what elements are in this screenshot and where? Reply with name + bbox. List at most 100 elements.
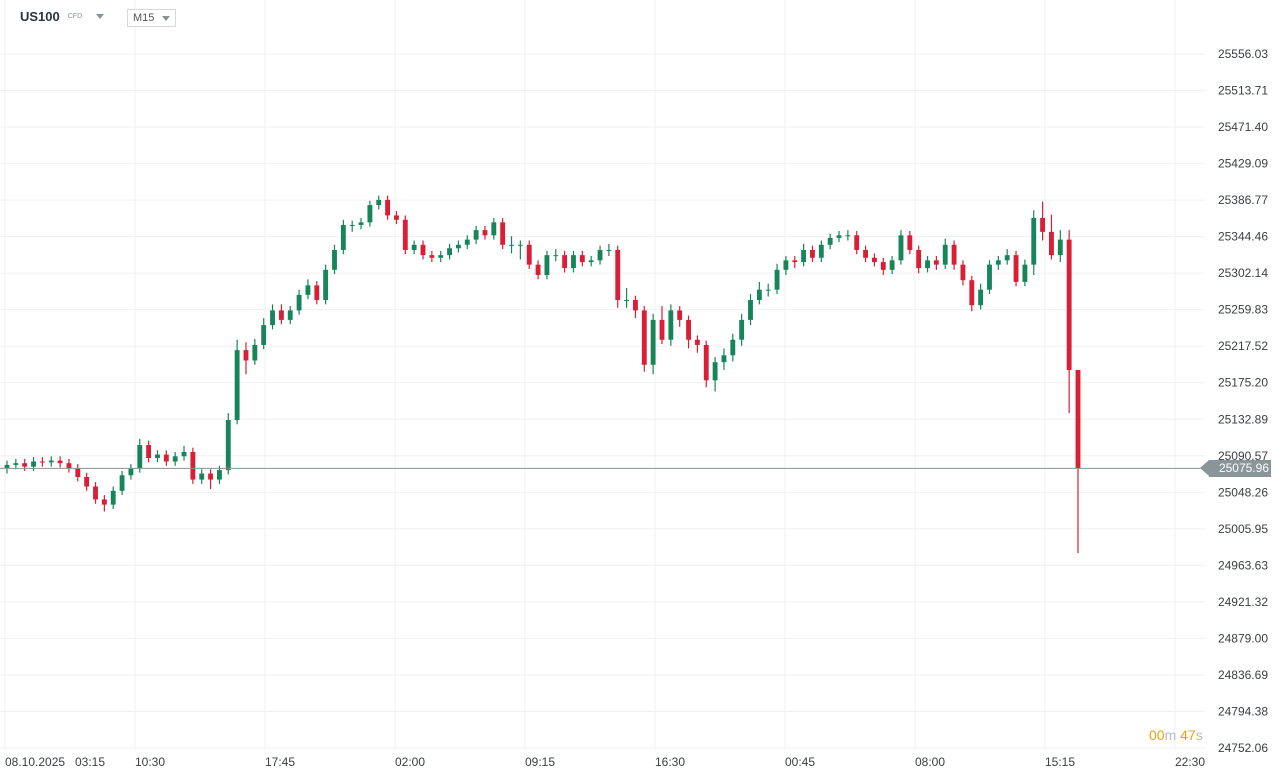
candle-up — [925, 256, 930, 273]
timeframe-selector[interactable]: M15 — [127, 9, 177, 27]
candle-down — [615, 245, 621, 308]
price-tick-label: 25005.95 — [1218, 522, 1268, 536]
candle-body — [146, 445, 152, 459]
time-tick-label: 15:15 — [1045, 755, 1075, 769]
candle-body — [367, 205, 373, 223]
candle-body — [659, 319, 665, 340]
candle-up — [712, 357, 718, 392]
price-tick-label: 25386.77 — [1218, 193, 1268, 207]
countdown-minutes-unit: m — [1164, 727, 1177, 743]
price-tick-label: 25090.57 — [1218, 449, 1268, 463]
price-tick-label: 25175.20 — [1218, 376, 1268, 390]
candle-body — [1066, 239, 1072, 370]
candle-down — [482, 225, 488, 240]
candle-down — [420, 240, 426, 260]
candle-body — [1049, 231, 1054, 256]
candle-body — [429, 255, 435, 258]
candle-down — [863, 245, 869, 263]
candle-body — [48, 460, 54, 463]
candle-up — [234, 339, 240, 425]
candle-body — [730, 339, 736, 356]
grid — [0, 0, 1205, 750]
candle-body — [969, 280, 975, 306]
price-tick-label: 24879.00 — [1218, 631, 1268, 645]
candle-up — [447, 243, 452, 260]
candle-up — [376, 195, 382, 210]
current-price-value: 25075.96 — [1209, 459, 1271, 477]
candle-body — [624, 300, 630, 302]
candle-down — [190, 447, 196, 484]
candle-down — [1075, 369, 1081, 553]
candle-body — [270, 310, 275, 326]
candle-up — [270, 304, 275, 330]
candle-body — [818, 244, 824, 258]
chevron-down-icon[interactable] — [96, 14, 105, 19]
candle-body — [606, 249, 612, 251]
candle-down — [641, 306, 647, 372]
candle-body — [234, 350, 240, 421]
candle-down — [402, 215, 408, 255]
symbol-selector[interactable]: US100 CFD — [20, 9, 105, 24]
candle-body — [491, 222, 497, 236]
candle-body — [535, 264, 541, 276]
candle-body — [278, 310, 284, 320]
time-axis[interactable]: 08.10.2025 03:15 10:30 17:45 02:00 09:15 16:30… — [5, 755, 1205, 769]
candle-up — [1057, 230, 1063, 263]
candle-body — [801, 249, 807, 263]
candle-up — [340, 219, 346, 255]
candle-down — [694, 335, 700, 353]
candle-body — [739, 319, 745, 340]
candle-down — [429, 250, 435, 263]
candle-body — [562, 255, 568, 269]
candle-body — [694, 339, 700, 345]
price-tick-label: 24836.69 — [1218, 668, 1268, 682]
candle-body — [509, 244, 514, 246]
candle-body — [172, 456, 178, 462]
candle-body — [84, 477, 90, 487]
time-tick-label: 16:30 — [655, 755, 685, 769]
candle-up — [119, 470, 125, 496]
candle-up — [137, 439, 143, 473]
candle-down — [208, 469, 214, 490]
candle-up — [172, 451, 178, 466]
candle-down — [75, 464, 81, 482]
price-tick-label: 25048.26 — [1218, 485, 1268, 499]
candle-body — [579, 255, 585, 263]
candle-body — [863, 249, 869, 258]
candle-body — [748, 300, 753, 320]
candle-body — [960, 264, 966, 281]
candle-up — [668, 304, 674, 346]
candle-body — [66, 463, 72, 469]
candle-up — [818, 240, 824, 263]
price-tick-label: 25513.71 — [1218, 84, 1268, 98]
candle-up — [650, 313, 656, 375]
candle-body — [1057, 239, 1063, 256]
candle-body — [305, 285, 311, 295]
candle-body — [420, 244, 426, 256]
candle-body — [1040, 218, 1046, 232]
candle-body — [93, 486, 98, 500]
time-tick-label: 03:15 — [75, 755, 105, 769]
candle-body — [597, 249, 603, 261]
candle-up — [995, 256, 1001, 270]
candle-body — [190, 451, 196, 480]
candle-body — [827, 237, 833, 245]
candle-down — [969, 275, 975, 312]
candle-body — [75, 468, 81, 478]
candle-body — [473, 230, 479, 240]
time-tick-label: 10:30 — [135, 755, 165, 769]
candle-up — [110, 486, 116, 509]
candle-body — [137, 445, 143, 469]
candle-body — [1075, 369, 1081, 469]
candle-up — [509, 236, 514, 254]
candle-up — [411, 240, 417, 255]
candle-down — [562, 250, 568, 273]
candle-up — [739, 313, 745, 346]
candle-body — [287, 310, 293, 320]
candle-body — [464, 239, 470, 245]
candle-body — [942, 244, 948, 265]
price-axis[interactable]: 25556.03 25513.71 25471.40 25429.09 25386.77… — [1218, 47, 1268, 755]
candle-body — [925, 260, 930, 269]
candle-body — [765, 289, 771, 291]
